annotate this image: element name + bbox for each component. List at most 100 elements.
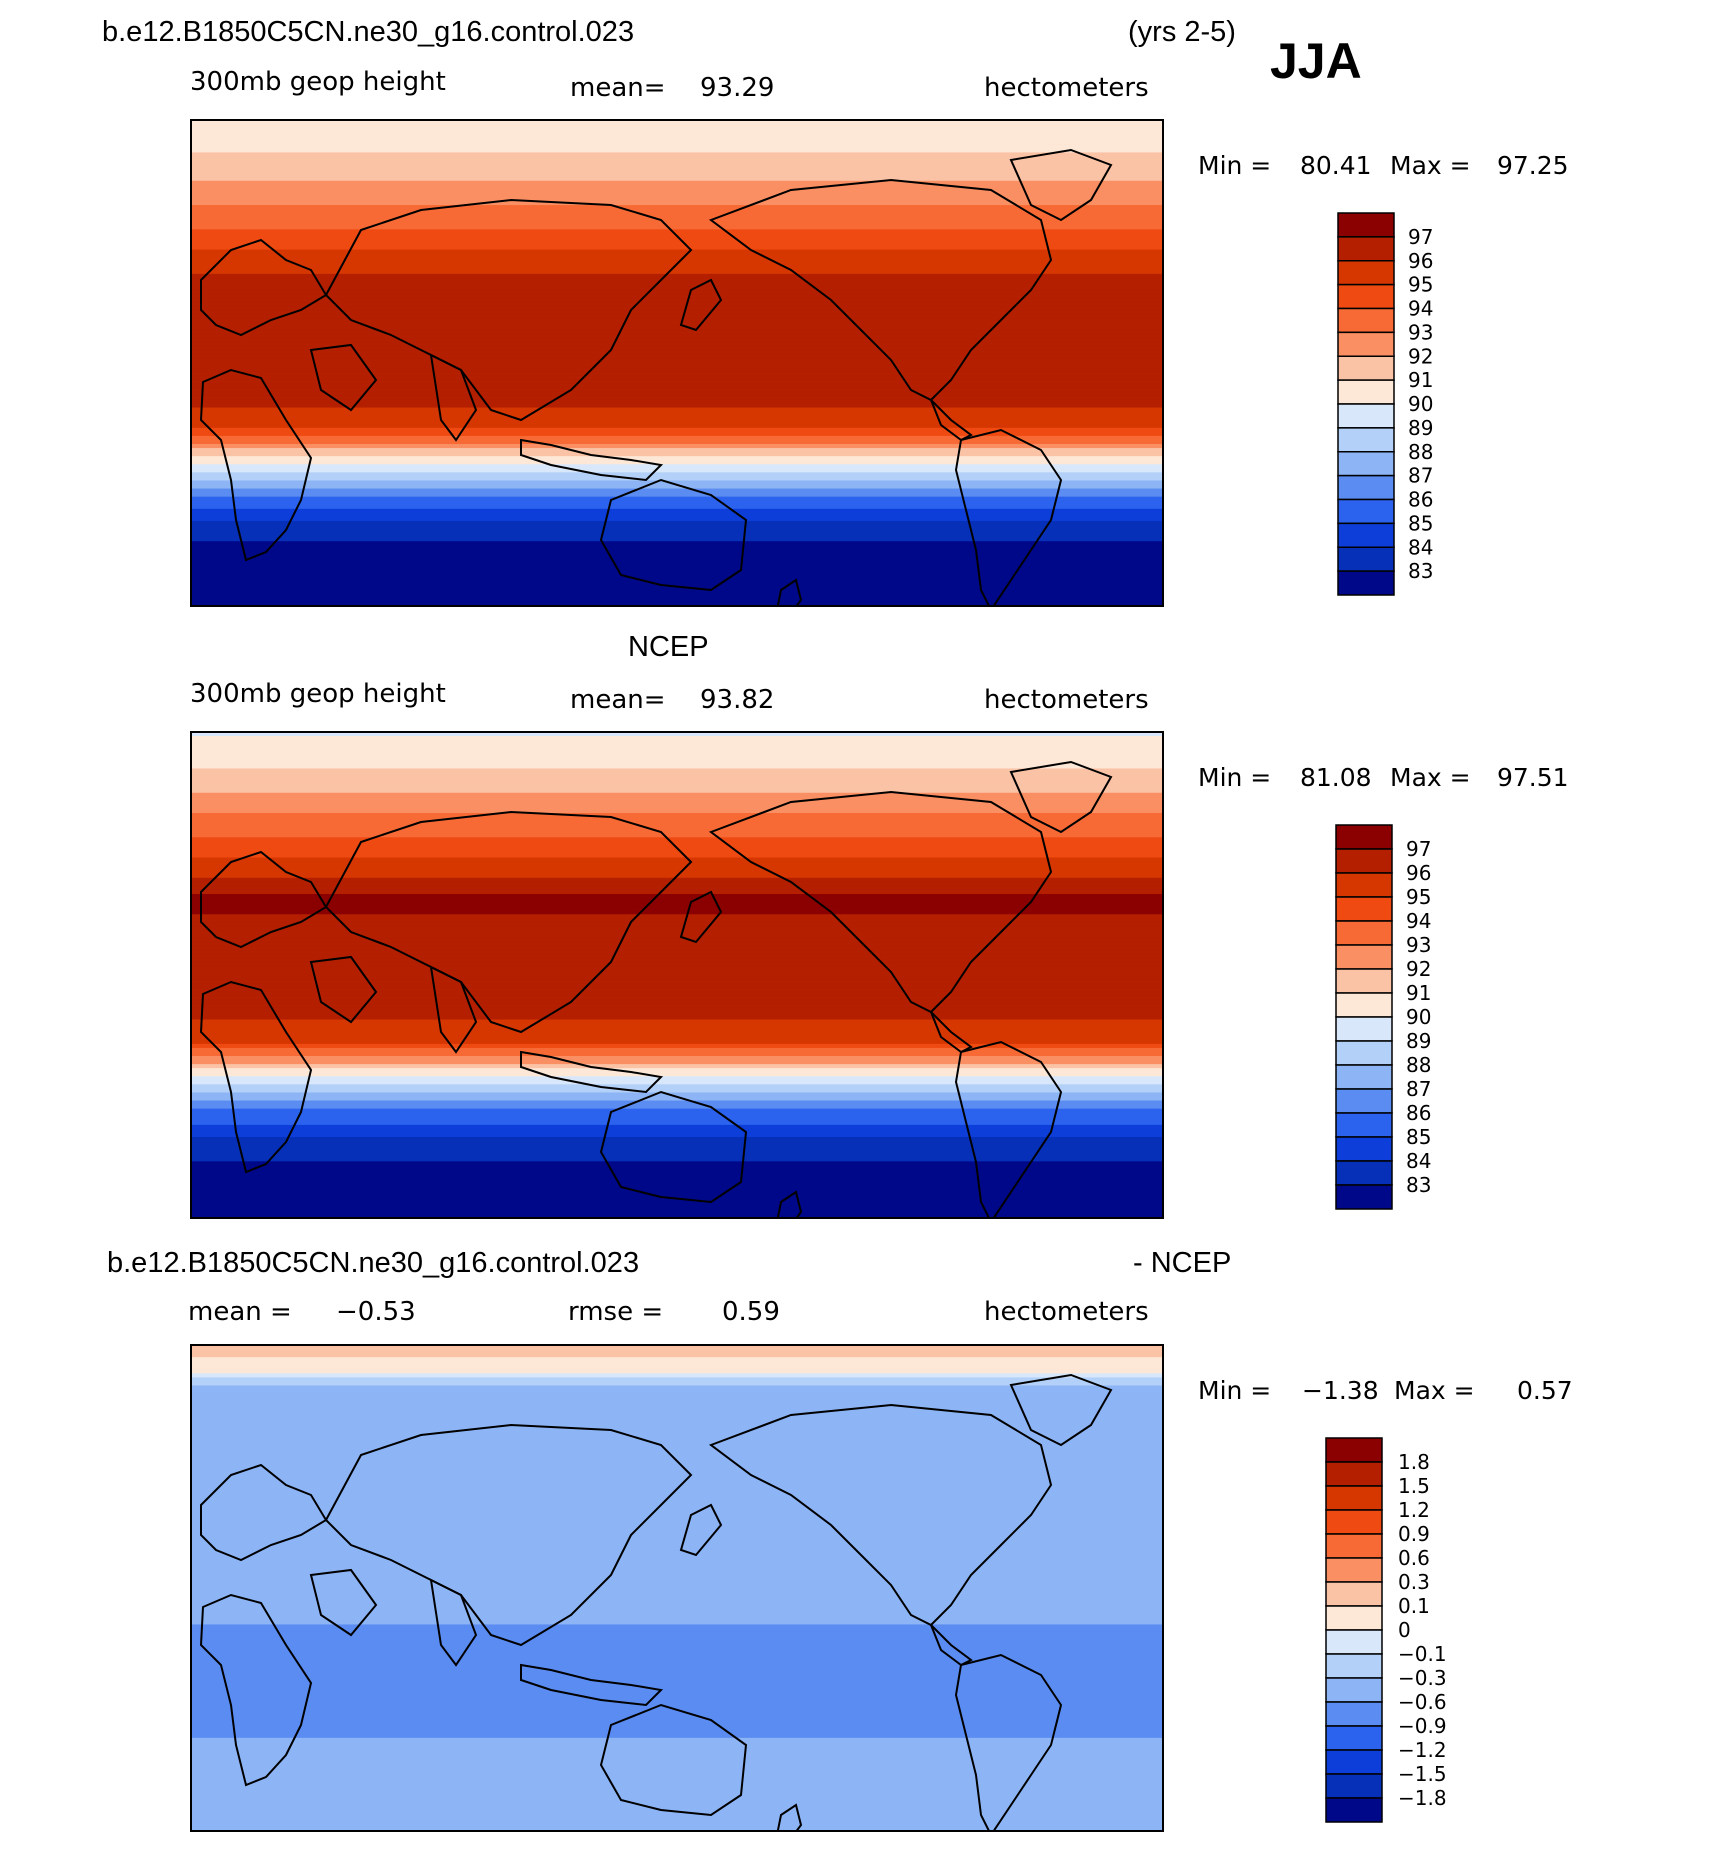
field-band bbox=[191, 1393, 1163, 1399]
panel-model-field-bands bbox=[191, 120, 1163, 606]
colorbar-swatch bbox=[1337, 212, 1395, 238]
field-band bbox=[191, 1381, 1163, 1387]
field-band bbox=[191, 1677, 1163, 1682]
field-band bbox=[191, 1015, 1163, 1021]
field-band bbox=[191, 1794, 1163, 1800]
field-band bbox=[191, 310, 1163, 315]
colorbar-tick-label: 90 bbox=[1408, 392, 1433, 416]
field-band bbox=[191, 290, 1163, 295]
colorbar-swatch bbox=[1325, 1653, 1383, 1679]
field-band bbox=[191, 1442, 1163, 1447]
colorbar-swatch bbox=[1337, 403, 1395, 429]
field-band bbox=[191, 1357, 1163, 1362]
field-band bbox=[191, 1128, 1163, 1134]
field-band bbox=[191, 1474, 1163, 1480]
field-band bbox=[191, 970, 1163, 976]
field-band bbox=[191, 1031, 1163, 1037]
field-band bbox=[191, 350, 1163, 356]
field-band bbox=[191, 1177, 1163, 1183]
field-band bbox=[191, 322, 1163, 328]
field-band bbox=[191, 1401, 1163, 1407]
field-band bbox=[191, 1060, 1163, 1065]
field-band bbox=[191, 736, 1163, 741]
panel-diff-max-value: 0.57 bbox=[1517, 1376, 1573, 1405]
panel-diff-map bbox=[191, 1345, 1163, 1831]
field-band bbox=[191, 411, 1163, 417]
colorbar-swatch bbox=[1335, 824, 1393, 850]
panel-obs-units: hectometers bbox=[984, 685, 1149, 715]
panel-obs-frame bbox=[190, 731, 1164, 1219]
field-band bbox=[191, 148, 1163, 153]
field-band bbox=[191, 861, 1163, 867]
field-band bbox=[191, 132, 1163, 137]
colorbar-swatch bbox=[1325, 1605, 1383, 1631]
field-band bbox=[191, 1430, 1163, 1435]
field-band bbox=[191, 188, 1163, 194]
panel-diff-field-bands bbox=[191, 1345, 1163, 1831]
field-band bbox=[191, 995, 1163, 1000]
colorbar-swatch bbox=[1335, 1112, 1393, 1138]
colorbar-swatch bbox=[1325, 1629, 1383, 1655]
field-band bbox=[191, 484, 1163, 490]
field-band bbox=[191, 958, 1163, 964]
field-band bbox=[191, 1567, 1163, 1573]
colorbar-tick-label: 85 bbox=[1408, 511, 1433, 535]
field-band bbox=[191, 1652, 1163, 1658]
field-band bbox=[191, 865, 1163, 871]
colorbar-swatch bbox=[1335, 992, 1393, 1018]
colorbar-tick-label: −0.1 bbox=[1398, 1642, 1447, 1666]
field-band bbox=[191, 889, 1163, 895]
colorbar-tick-label: −0.9 bbox=[1398, 1714, 1447, 1738]
field-band bbox=[191, 1507, 1163, 1512]
field-band bbox=[191, 529, 1163, 534]
field-band bbox=[191, 1076, 1163, 1081]
field-band bbox=[191, 1733, 1163, 1739]
field-band bbox=[191, 257, 1163, 263]
field-band bbox=[191, 476, 1163, 482]
field-band bbox=[191, 1737, 1163, 1743]
field-band bbox=[191, 1786, 1163, 1792]
field-band bbox=[191, 573, 1163, 579]
field-band bbox=[191, 1141, 1163, 1146]
field-band bbox=[191, 338, 1163, 344]
field-band bbox=[191, 427, 1163, 433]
field-band bbox=[191, 1426, 1163, 1431]
colorbar-swatch bbox=[1337, 283, 1395, 310]
field-band bbox=[191, 306, 1163, 311]
field-band bbox=[191, 1583, 1163, 1589]
panel-diff-rmse-value: 0.59 bbox=[722, 1297, 780, 1327]
field-band bbox=[191, 1056, 1163, 1061]
panel-model-min-value: 80.41 bbox=[1300, 151, 1372, 180]
field-band bbox=[191, 800, 1163, 806]
colorbar-swatch bbox=[1335, 920, 1393, 946]
colorbar-tick-label: 95 bbox=[1408, 273, 1433, 297]
colorbar-tick-label: 86 bbox=[1408, 488, 1433, 512]
field-band bbox=[191, 1543, 1163, 1549]
field-band bbox=[191, 1636, 1163, 1642]
colorbar-tick-label: 90 bbox=[1406, 1005, 1431, 1029]
colorbar-tick-label: −1.8 bbox=[1398, 1786, 1447, 1810]
field-band bbox=[191, 1596, 1163, 1601]
panel-diff-title-left: b.e12.B1850C5CN.ne30_g16.control.023 bbox=[107, 1247, 639, 1279]
colorbar-tick-label: −1.2 bbox=[1398, 1738, 1447, 1762]
field-band bbox=[191, 363, 1163, 368]
field-band bbox=[191, 1685, 1163, 1690]
field-band bbox=[191, 869, 1163, 875]
field-band bbox=[191, 286, 1163, 291]
field-band bbox=[191, 1766, 1163, 1771]
field-band bbox=[191, 1620, 1163, 1626]
field-band bbox=[191, 910, 1163, 915]
field-band bbox=[191, 780, 1163, 786]
field-band bbox=[191, 1185, 1163, 1191]
field-band bbox=[191, 1664, 1163, 1670]
field-band bbox=[191, 1624, 1163, 1630]
field-band bbox=[191, 561, 1163, 567]
field-band bbox=[191, 1389, 1163, 1395]
colorbar-tick-label: 0.1 bbox=[1398, 1594, 1430, 1618]
field-band bbox=[191, 415, 1163, 421]
field-band bbox=[191, 788, 1163, 794]
field-band bbox=[191, 857, 1163, 863]
colorbar-tick-label: 91 bbox=[1406, 981, 1431, 1005]
field-band bbox=[191, 152, 1163, 158]
field-band bbox=[191, 342, 1163, 348]
